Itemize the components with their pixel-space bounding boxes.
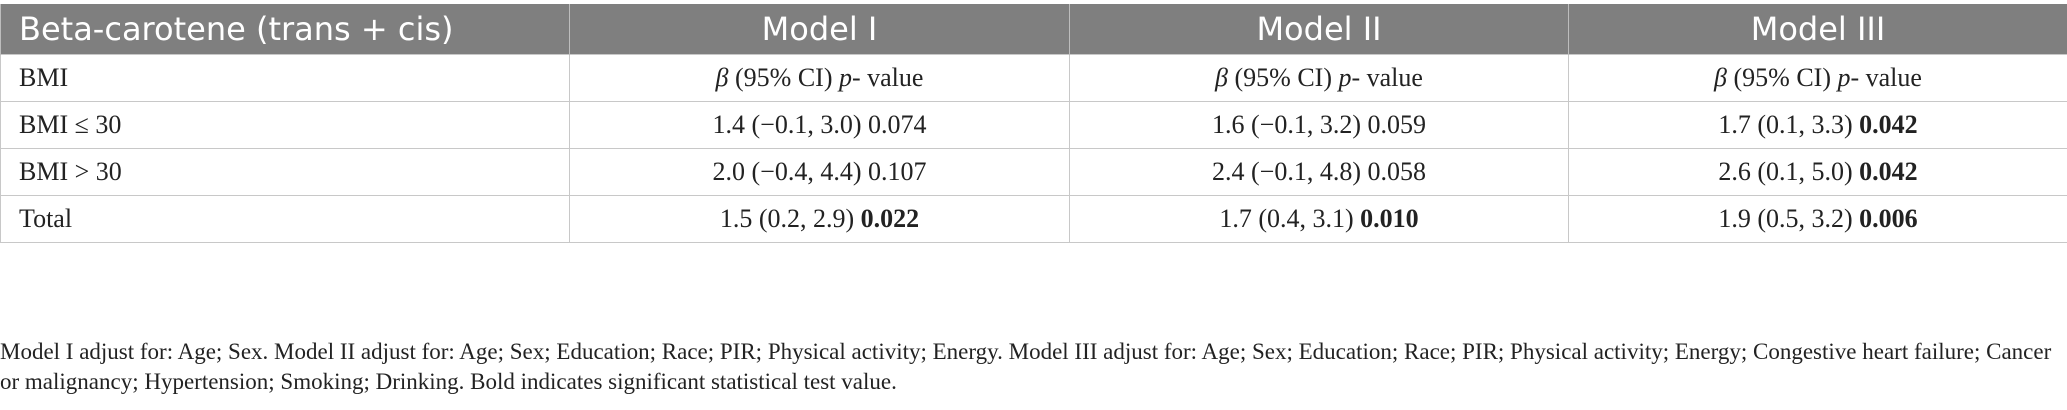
value-text: - value (1850, 63, 1922, 92)
p-value: 0.058 (1367, 157, 1426, 186)
row-label: BMI (0, 54, 570, 102)
estimate-text: 1.4 (−0.1, 3.0) (712, 110, 868, 139)
p-symbol: p (838, 63, 852, 92)
table-row: BMI ≤ 30 1.4 (−0.1, 3.0) 0.074 1.6 (−0.1, … (0, 101, 2067, 149)
stat-header-cell: β (95% CI) p- value (1069, 54, 1569, 102)
table-footnote: Model I adjust for: Age; Sex. Model II a… (0, 339, 2052, 394)
header-model-3: Model III (1568, 4, 2067, 55)
result-cell: 2.0 (−0.4, 4.4) 0.107 (569, 148, 1070, 196)
row-label: BMI > 30 (0, 148, 570, 196)
beta-symbol: β (1215, 63, 1228, 92)
p-value: 0.006 (1859, 204, 1918, 233)
estimate-text: 1.7 (0.1, 3.3) (1718, 110, 1860, 139)
value-text: - value (1351, 63, 1423, 92)
stat-header-cell: β (95% CI) p- value (569, 54, 1070, 102)
ci-text: (95% CI) (728, 63, 839, 92)
estimate-text: 2.4 (−0.1, 4.8) (1212, 157, 1368, 186)
result-cell: 2.6 (0.1, 5.0) 0.042 (1568, 148, 2067, 196)
table-row: BMI > 30 2.0 (−0.4, 4.4) 0.107 2.4 (−0.1, … (0, 148, 2067, 196)
table-header-row: Beta-carotene (trans + cis) Model I Mode… (0, 4, 2067, 55)
value-text: - value (851, 63, 924, 92)
header-beta-carotene: Beta-carotene (trans + cis) (0, 4, 570, 55)
beta-symbol: β (1714, 63, 1727, 92)
result-cell: 1.9 (0.5, 3.2) 0.006 (1568, 195, 2067, 243)
header-model-1: Model I (569, 4, 1070, 55)
p-value: 0.059 (1367, 110, 1426, 139)
estimate-text: 2.0 (−0.4, 4.4) (712, 157, 868, 186)
ci-text: (95% CI) (1727, 63, 1838, 92)
stat-header-cell: β (95% CI) p- value (1568, 54, 2067, 102)
result-cell: 1.6 (−0.1, 3.2) 0.059 (1069, 101, 1569, 149)
estimate-text: 1.5 (0.2, 2.9) (719, 204, 861, 233)
p-symbol: p (1837, 63, 1851, 92)
result-cell: 2.4 (−0.1, 4.8) 0.058 (1069, 148, 1569, 196)
ci-text: (95% CI) (1228, 63, 1339, 92)
results-table: Beta-carotene (trans + cis) Model I Mode… (0, 4, 2067, 243)
result-cell: 1.7 (0.1, 3.3) 0.042 (1568, 101, 2067, 149)
p-value: 0.074 (867, 110, 927, 139)
result-cell: 1.4 (−0.1, 3.0) 0.074 (569, 101, 1070, 149)
row-label: Total (0, 195, 570, 243)
row-label: BMI ≤ 30 (0, 101, 570, 149)
result-cell: 1.5 (0.2, 2.9) 0.022 (569, 195, 1070, 243)
stat-header-row: BMI β (95% CI) p- value β (95% CI) p- va… (0, 54, 2067, 102)
data-rows: BMI ≤ 30 1.4 (−0.1, 3.0) 0.074 1.6 (−0.1, … (0, 101, 2067, 243)
p-value: 0.010 (1360, 204, 1419, 233)
p-value: 0.042 (1859, 110, 1918, 139)
result-cell: 1.7 (0.4, 3.1) 0.010 (1069, 195, 1569, 243)
estimate-text: 1.7 (0.4, 3.1) (1219, 204, 1361, 233)
p-value: 0.022 (860, 204, 920, 233)
p-value: 0.042 (1859, 157, 1918, 186)
estimate-text: 1.9 (0.5, 3.2) (1718, 204, 1860, 233)
table-row: Total 1.5 (0.2, 2.9) 0.022 1.7 (0.4, 3.1) … (0, 195, 2067, 243)
beta-symbol: β (715, 63, 729, 92)
p-symbol: p (1338, 63, 1352, 92)
p-value: 0.107 (867, 157, 927, 186)
estimate-text: 2.6 (0.1, 5.0) (1718, 157, 1860, 186)
header-model-2: Model II (1069, 4, 1569, 55)
estimate-text: 1.6 (−0.1, 3.2) (1212, 110, 1368, 139)
